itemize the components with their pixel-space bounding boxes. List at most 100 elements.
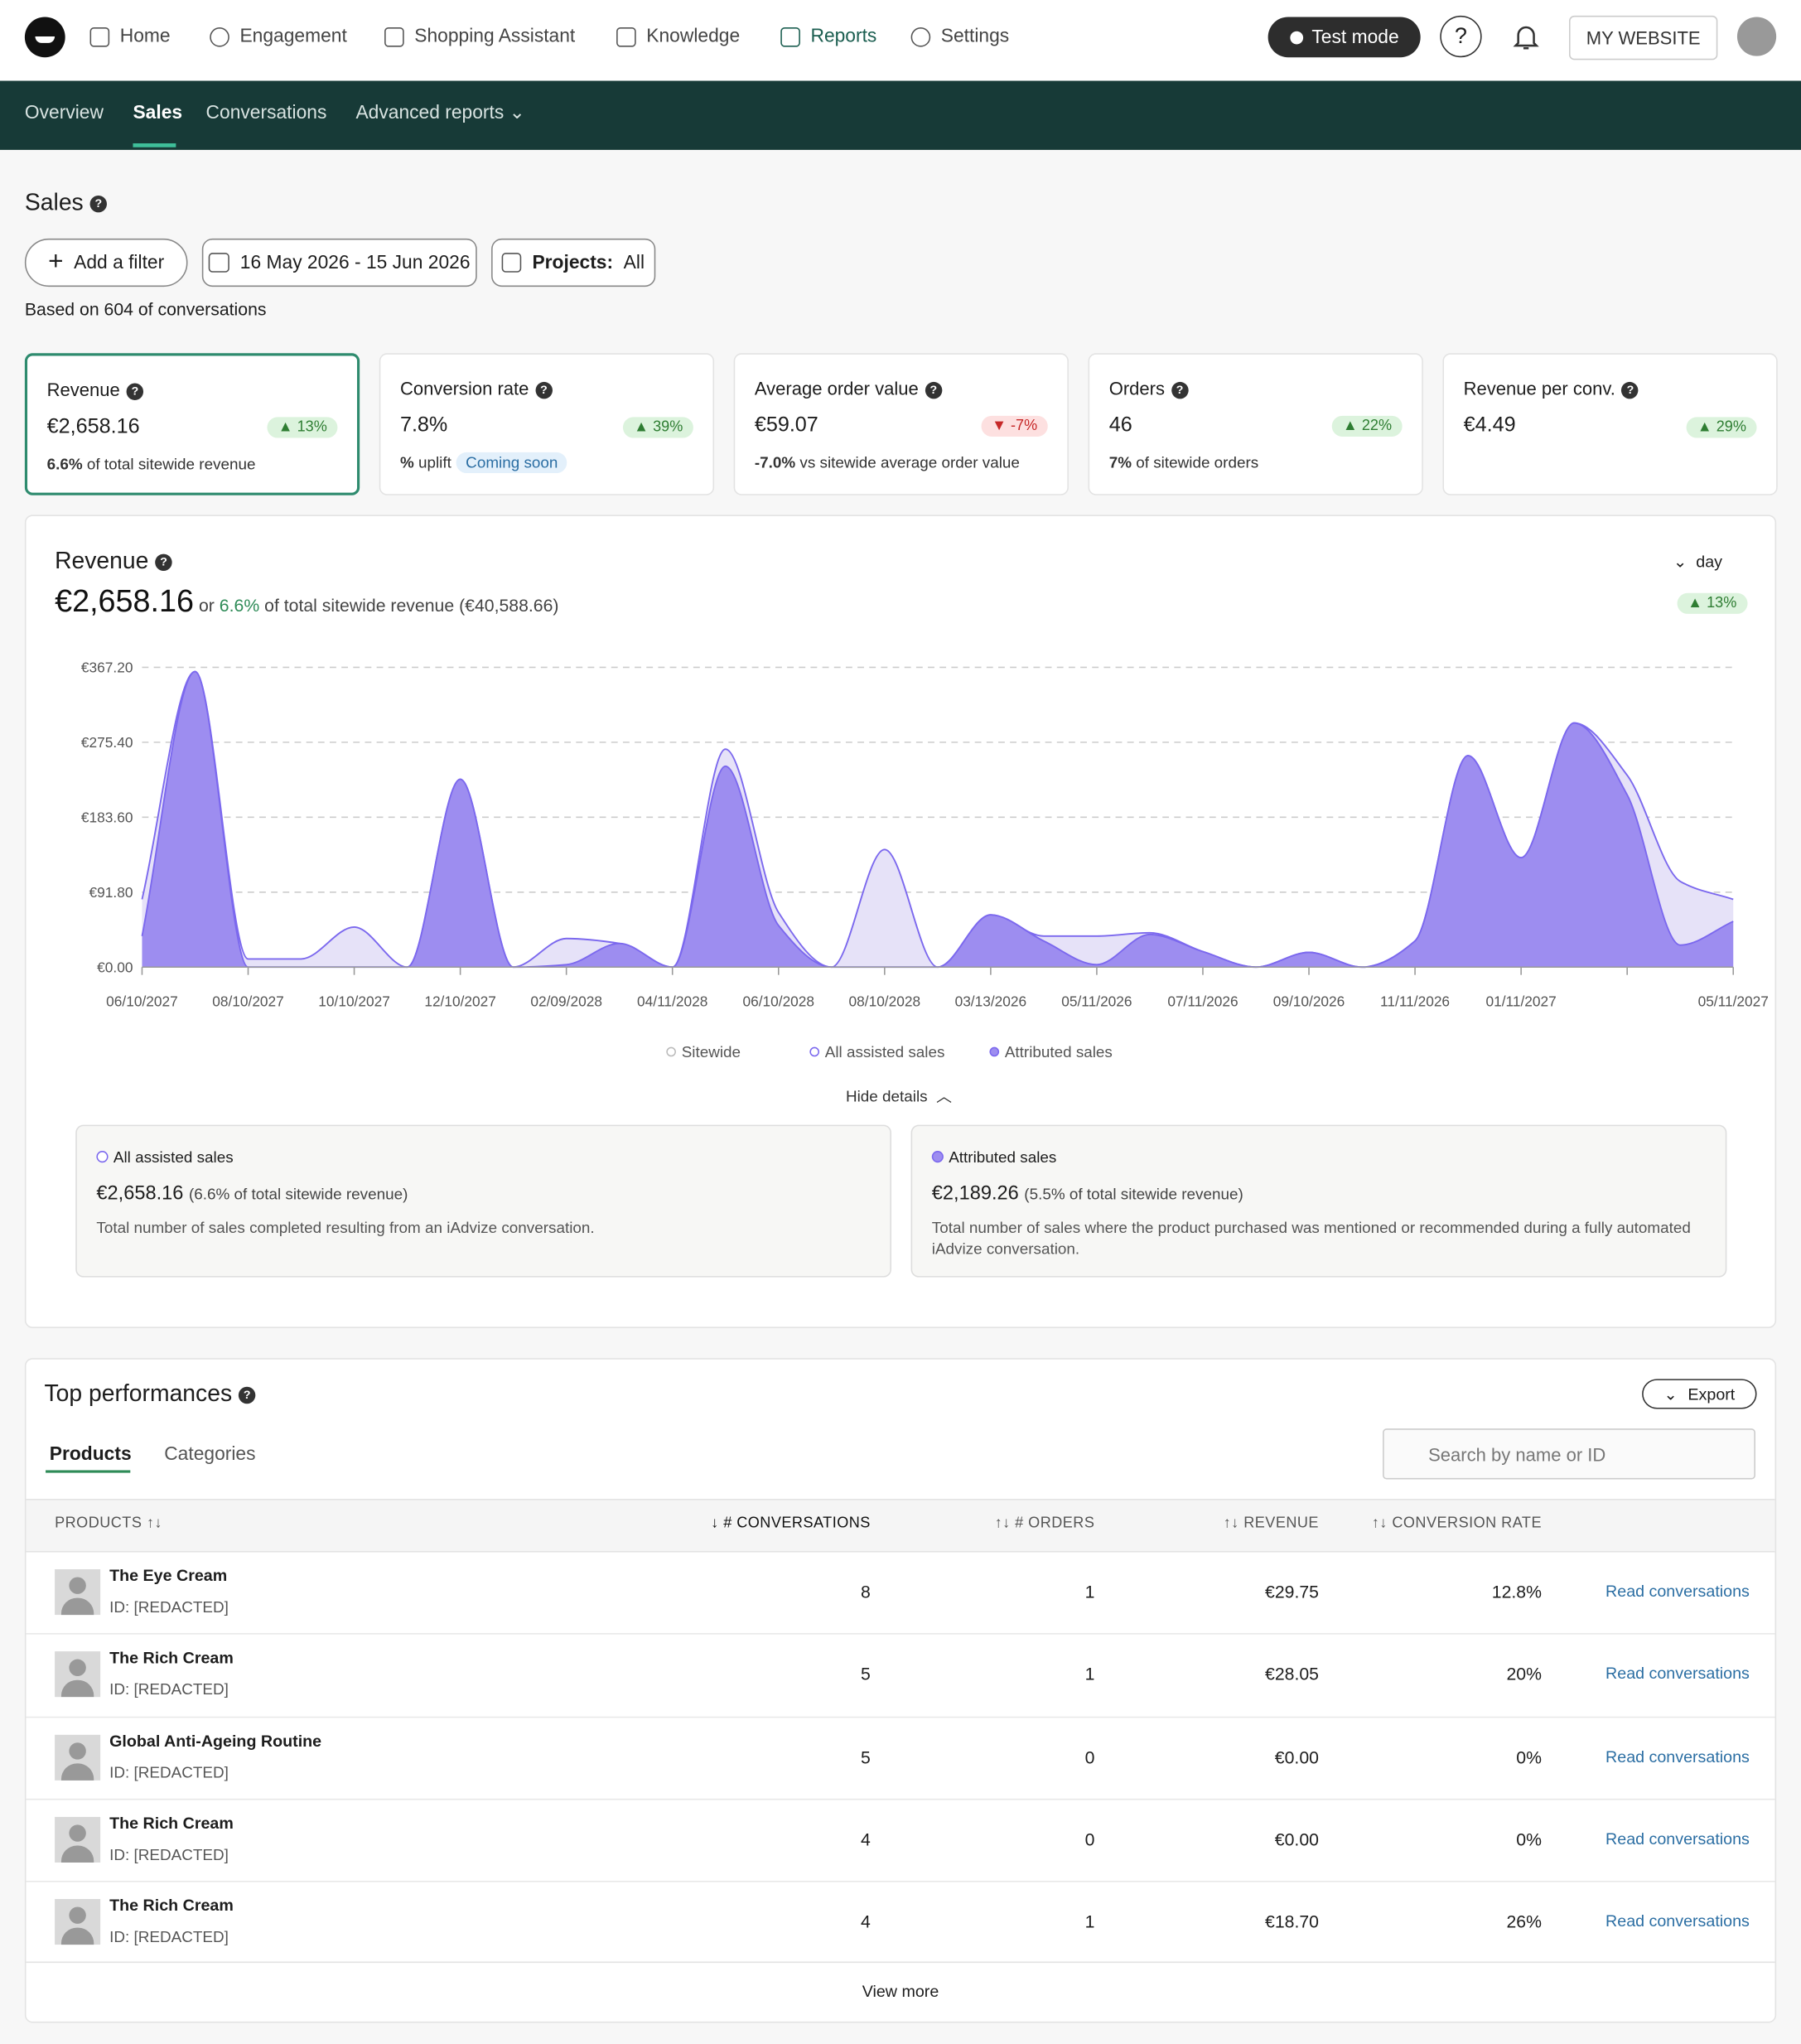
notifications[interactable] xyxy=(1513,23,1539,52)
legend-item[interactable]: Sitewide xyxy=(666,1043,741,1061)
read-conversations[interactable]: Read conversations xyxy=(1605,1912,1750,1931)
x-tick-label: 09/10/2026 xyxy=(1273,993,1345,1009)
column-header[interactable]: PRODUCTS ↑↓ xyxy=(55,1516,162,1532)
nav-label: Home xyxy=(119,26,171,47)
avatar[interactable] xyxy=(1736,17,1777,56)
help-button[interactable]: ? xyxy=(1440,15,1482,58)
hide-details[interactable]: Hide details ︿ xyxy=(845,1086,952,1105)
placeholder-head xyxy=(69,1824,86,1842)
read-conversations[interactable]: Read conversations xyxy=(1605,1665,1750,1684)
nav-item[interactable]: Settings xyxy=(910,26,1009,47)
title: Sales xyxy=(24,189,84,215)
value: -7% xyxy=(1011,418,1038,434)
placeholder-head xyxy=(69,1742,86,1760)
kpi-card[interactable]: Average order value? €59.07 ▼ -7% -7.0% vs … xyxy=(733,353,1069,495)
label: Revenue xyxy=(46,379,120,400)
date-range[interactable]: 16 May 2026 - 15 Jun 2026 xyxy=(201,238,477,288)
label: # CONVERSATIONS xyxy=(723,1515,871,1532)
help: ? xyxy=(126,383,144,400)
kpi-card[interactable]: Orders? 46 ▲ 22% 7% of sitewide orders xyxy=(1088,353,1423,495)
legend-swatch xyxy=(666,1046,676,1057)
read-conversations[interactable]: Read conversations xyxy=(1605,1829,1750,1848)
column-header[interactable]: ↑↓ CONVERSION RATE xyxy=(1372,1516,1542,1532)
y-tick-label: €0.00 xyxy=(97,959,133,976)
cell: 0% xyxy=(1516,1747,1542,1767)
read-conversations[interactable]: Read conversations xyxy=(1605,1582,1750,1601)
label: Test mode xyxy=(1311,27,1399,48)
product-name: The Rich Cream xyxy=(109,1897,234,1916)
x-tick-label: 08/10/2027 xyxy=(212,993,284,1009)
sub-nav-item[interactable]: Conversations xyxy=(206,103,327,123)
tab-active[interactable]: Products xyxy=(49,1443,132,1466)
cell: 1 xyxy=(1084,1912,1095,1932)
legend-label: All assisted sales xyxy=(825,1043,945,1061)
column-header[interactable]: ↓ # CONVERSATIONS xyxy=(711,1516,871,1532)
help: ? xyxy=(1621,381,1639,399)
x-tick-label: 10/10/2027 xyxy=(318,993,390,1009)
cell: 1 xyxy=(1084,1582,1095,1602)
arrow: ▲ xyxy=(634,419,654,436)
product-name: The Rich Cream xyxy=(109,1814,234,1833)
chevron: ⌄ xyxy=(504,103,525,124)
value: 22% xyxy=(1361,418,1393,434)
kpi-note: -7.0% vs sitewide average order value xyxy=(755,453,1020,471)
logo[interactable] xyxy=(24,17,65,58)
read-conversations[interactable]: Read conversations xyxy=(1605,1747,1750,1766)
nav-item[interactable]: Engagement xyxy=(210,26,347,47)
nav-item[interactable]: Knowledge xyxy=(616,26,740,47)
legend-item[interactable]: All assisted sales xyxy=(809,1043,945,1061)
chart-summary: €2,658.16 or 6.6% of total sitewide reve… xyxy=(55,584,558,621)
sub-nav-item[interactable]: Overview xyxy=(25,103,104,123)
arrow: ▲ xyxy=(278,419,297,436)
kpi-card[interactable]: Revenue? €2,658.16 ▲ 13% 6.6% of total site… xyxy=(24,353,360,495)
label: Projects: xyxy=(532,252,614,273)
nav-label: Shopping Assistant xyxy=(414,26,576,47)
kpi-card[interactable]: Conversion rate? 7.8% ▲ 39%% uplift Coming … xyxy=(379,353,715,495)
cell: 12.8% xyxy=(1491,1582,1542,1602)
product-image xyxy=(55,1816,101,1863)
website-button[interactable]: MY WEBSITE xyxy=(1569,15,1718,60)
label: REVENUE xyxy=(1243,1515,1319,1532)
projects[interactable]: Projects: All xyxy=(491,238,656,288)
placeholder-body xyxy=(60,1845,94,1863)
kpi-change: ▲ 39% xyxy=(623,417,693,438)
export-button[interactable]: ⌄ Export xyxy=(1642,1379,1757,1409)
legend-swatch xyxy=(809,1046,820,1057)
search-input[interactable]: Search by name or ID xyxy=(1383,1428,1755,1480)
arrow: ▲ xyxy=(1342,418,1362,434)
sub-nav-item[interactable]: Advanced reports ⌄ xyxy=(355,103,524,123)
nav-item[interactable]: Home xyxy=(89,26,171,47)
nav-item[interactable]: Reports xyxy=(780,26,876,47)
kpi-change: ▲ 29% xyxy=(1687,417,1757,438)
kpi-value: 46 xyxy=(1108,414,1132,437)
column-header[interactable]: ↑↓ # ORDERS xyxy=(995,1516,1095,1532)
test-mode-button[interactable]: Test mode xyxy=(1267,17,1421,58)
view-more[interactable]: View more xyxy=(0,1983,1801,2001)
kpi-card[interactable]: Revenue per conv.? €4.49 ▲ 29% xyxy=(1442,353,1778,495)
divider xyxy=(26,1961,1775,1964)
kpi-note: 7% of sitewide orders xyxy=(1109,453,1258,471)
chart-title: Revenue? xyxy=(55,548,172,575)
tab[interactable]: Categories xyxy=(164,1443,256,1466)
tab-underline xyxy=(46,1470,131,1473)
cell: 4 xyxy=(861,1829,871,1850)
label: Add a filter xyxy=(74,252,165,273)
sub-nav-item[interactable]: Sales xyxy=(133,103,182,123)
arrow: ▲ xyxy=(1697,419,1717,436)
dot xyxy=(96,1151,109,1163)
help: ? xyxy=(1171,381,1189,399)
x-tick-label: 06/10/2027 xyxy=(106,993,178,1009)
legend-item[interactable]: Attributed sales xyxy=(989,1043,1113,1061)
product-image xyxy=(55,1569,101,1616)
label: CONVERSION RATE xyxy=(1392,1515,1542,1532)
column-header[interactable]: ↑↓ REVENUE xyxy=(1224,1516,1319,1532)
label: day xyxy=(1696,552,1722,572)
page-title: Sales? xyxy=(24,189,108,216)
kpi-change: ▼ -7% xyxy=(981,415,1048,437)
nav-item[interactable]: Shopping Assistant xyxy=(384,26,576,47)
period-select[interactable]: ⌄ day xyxy=(1673,552,1722,572)
add-filter[interactable]: + Add a filter xyxy=(24,238,188,288)
sort: ↓ xyxy=(711,1515,724,1532)
